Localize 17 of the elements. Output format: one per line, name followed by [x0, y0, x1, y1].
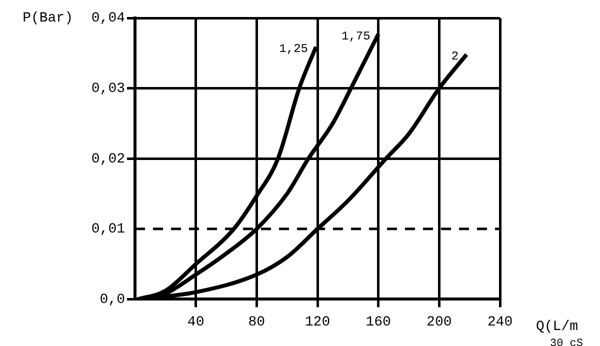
x-tick-label: 160 [366, 314, 391, 330]
series-label: 1,25 [279, 42, 308, 56]
y-tick-label: 0,02 [91, 151, 125, 168]
x-tick-label: 40 [187, 314, 204, 330]
y-tick-label: 0,04 [91, 10, 125, 27]
text: 30 cS [550, 338, 584, 346]
x-axis-title: Q(L/m [536, 318, 578, 335]
x-tick-label: 200 [426, 314, 452, 330]
y-tick-label: 0,0 [100, 292, 125, 308]
y-axis-title: P(Bar) [22, 10, 73, 27]
x-tick-label: 240 [487, 314, 513, 330]
y-tick-label: 0,03 [91, 81, 125, 98]
series-label: 2 [451, 50, 459, 64]
y-tick-label: 0,01 [91, 222, 125, 238]
series-label: 1,75 [342, 29, 370, 44]
x-tick-label: 120 [304, 314, 330, 330]
x-tick-label: 80 [248, 314, 266, 330]
